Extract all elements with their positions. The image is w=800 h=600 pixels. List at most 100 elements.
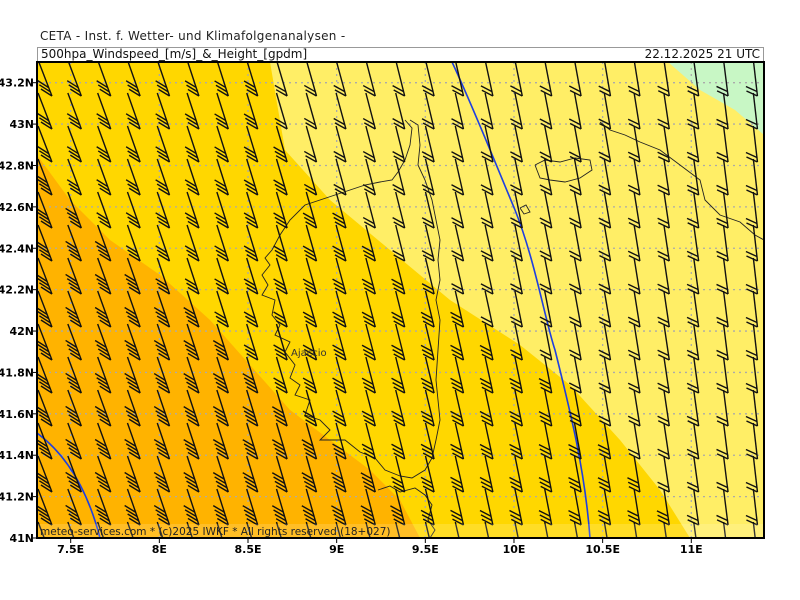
wind-barb (65, 356, 82, 394)
speed-band-high (37, 155, 420, 538)
wind-barb (331, 488, 347, 526)
wind-barb (716, 323, 729, 361)
wind-barb (332, 422, 347, 460)
wind-barb (302, 323, 318, 361)
x-tick-label: 10E (503, 543, 526, 556)
wind-barb (361, 422, 376, 460)
wind-barb (716, 92, 729, 130)
wind-barb (395, 521, 401, 538)
wind-barb (509, 488, 523, 526)
wind-barb (391, 257, 406, 295)
wind-barb (155, 92, 171, 130)
wind-barb (94, 257, 112, 295)
wind-barb (480, 257, 494, 295)
wind-barb (274, 62, 288, 97)
wind-barb (568, 62, 582, 97)
wind-barb (153, 323, 171, 361)
wind-barb (450, 389, 465, 427)
elba-coast (534, 157, 593, 183)
wind-barb (597, 455, 612, 493)
wind-barb (716, 356, 729, 394)
wind-barb (656, 488, 670, 526)
corsica-coast (261, 119, 441, 479)
wind-barb (745, 224, 759, 262)
wind-barb (184, 92, 200, 130)
y-tick-label: 43.2N (0, 77, 34, 90)
wind-barb (214, 92, 229, 130)
wind-barb (509, 422, 523, 460)
wind-barb (538, 356, 553, 394)
wind-barb (360, 455, 376, 493)
wind-barb (214, 125, 229, 163)
title-bar: 500hpa_Windspeed_[m/s]_&_Height_[gpdm] 2… (37, 47, 764, 61)
wind-barb (333, 62, 347, 97)
wind-barb (242, 422, 259, 460)
wind-barb (155, 62, 171, 97)
wind-barb (335, 521, 342, 538)
y-tick-label: 43N (9, 118, 34, 131)
wind-barb (66, 92, 82, 130)
x-tick-label: 11E (680, 543, 703, 556)
wind-barb (421, 224, 435, 262)
wind-barb (480, 290, 494, 328)
wind-barb (716, 455, 729, 493)
wind-barb (480, 62, 494, 97)
wind-barb (37, 323, 53, 361)
wind-barb (663, 521, 668, 538)
wind-barb (66, 158, 82, 196)
wind-barb (479, 455, 494, 493)
wind-barb (568, 125, 582, 163)
wind-barb (568, 488, 582, 526)
wind-barb (716, 158, 729, 196)
x-tick-label: 9.5E (412, 543, 439, 556)
wind-barb (510, 125, 523, 163)
wind-barb (155, 224, 171, 262)
wind-barb (37, 521, 45, 538)
wind-barb (451, 224, 465, 262)
wind-barb (745, 356, 759, 394)
wind-barb (568, 323, 582, 361)
wind-barb (212, 488, 229, 526)
wind-barb (65, 191, 82, 229)
wind-barb (153, 455, 171, 493)
wind-barb (65, 422, 82, 460)
wind-barb (420, 389, 435, 427)
wind-barb (242, 389, 259, 427)
wind-barb (94, 323, 112, 361)
wind-barb (716, 125, 729, 163)
wind-barb (302, 257, 318, 295)
wind-barb (421, 125, 435, 163)
wind-barb (332, 389, 347, 427)
wind-barb (212, 356, 229, 394)
wind-barb (538, 389, 553, 427)
wind-barb (573, 521, 579, 538)
wind-barb (124, 290, 141, 328)
wind-barb (332, 224, 347, 262)
wind-barb (480, 158, 494, 196)
wind-barb (693, 521, 697, 538)
wind-barb (538, 488, 553, 526)
wind-barb (65, 290, 82, 328)
wind-barb (392, 92, 406, 130)
wind-barb (568, 257, 582, 295)
wind-barb (450, 323, 465, 361)
coastline (261, 119, 764, 538)
wind-barb (153, 488, 171, 526)
wind-barb (510, 158, 523, 196)
height-contour-line (451, 62, 591, 538)
wind-barb (302, 224, 318, 262)
wind-barb (716, 389, 729, 427)
wind-barb (745, 191, 759, 229)
y-tick-label: 41.8N (0, 366, 34, 379)
wind-barb (212, 323, 229, 361)
wind-barb (424, 521, 431, 538)
y-tick-label: 42N (9, 325, 34, 338)
wind-barb (361, 323, 376, 361)
wind-barb (745, 290, 759, 328)
wind-barb (302, 191, 318, 229)
wind-barb (243, 92, 259, 130)
wind-barb (303, 158, 318, 196)
wind-barb (243, 125, 259, 163)
wind-barb (391, 323, 406, 361)
